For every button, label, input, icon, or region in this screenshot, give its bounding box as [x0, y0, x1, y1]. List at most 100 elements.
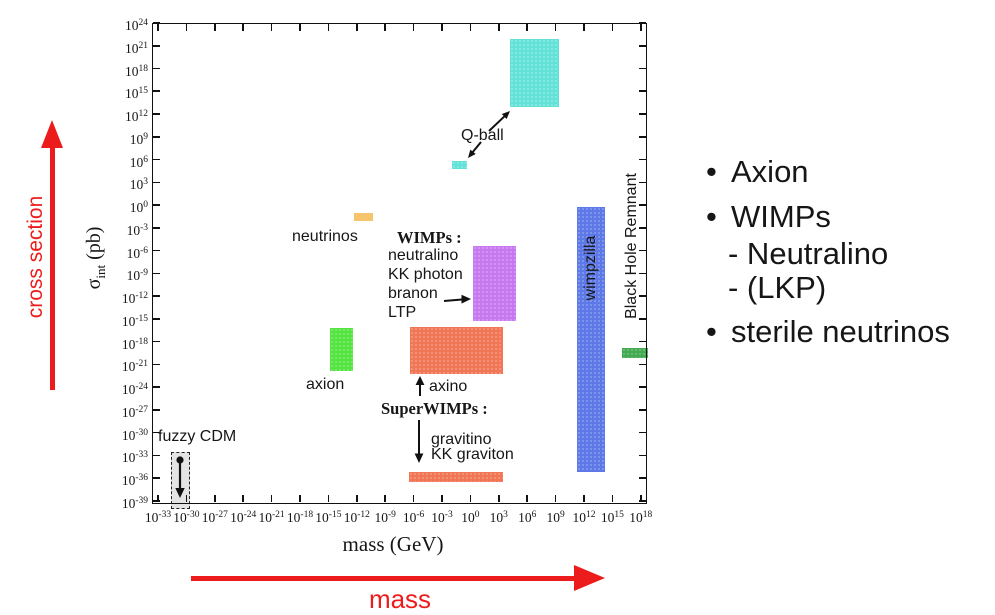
y-tick-mark-left	[153, 67, 160, 70]
y-tick-mark-right	[639, 409, 646, 411]
x-tick-mark-top	[583, 24, 585, 31]
wimps-member-ltp: LTP	[388, 304, 417, 321]
y-tick-label: 10-33	[121, 450, 148, 466]
x-tick-mark-top	[441, 24, 443, 31]
y-tick-label: 1012	[125, 109, 148, 125]
y-tick-mark-left	[153, 90, 160, 93]
y-tick-mark-left	[153, 477, 160, 479]
list-item-label: Axion	[731, 154, 809, 189]
y-tick-label: 10-30	[121, 427, 148, 443]
axino-region	[410, 327, 503, 374]
y-tick-mark-right	[639, 44, 646, 47]
x-tick-mark-bottom	[526, 495, 528, 502]
y-tick-label: 1018	[125, 63, 148, 79]
x-tick-label: 10-12	[343, 510, 370, 525]
x-tick-label: 106	[518, 510, 537, 525]
neutrinos-region	[354, 213, 373, 221]
x-tick-label: 10-15	[315, 510, 342, 525]
list-item-label: - Neutralino	[728, 236, 889, 271]
x-tick-label: 10-33	[144, 510, 172, 525]
cross-section-arrow-head	[41, 120, 63, 148]
y-tick-mark-left	[153, 386, 160, 388]
y-tick-label: 10-21	[121, 359, 148, 375]
gravitino-region	[409, 472, 503, 482]
x-tick-label: 10-9	[374, 510, 396, 525]
y-tick-label: 1021	[125, 40, 148, 56]
x-tick-mark-top	[327, 24, 330, 31]
list-item-axion: • Axion	[706, 154, 809, 190]
y-tick-mark-left	[153, 136, 160, 138]
axino-arrow	[415, 376, 425, 396]
bullet-glyph: •	[706, 314, 717, 349]
sigma-symbol: σ	[83, 278, 105, 290]
y-tick-mark-right	[639, 340, 646, 343]
x-tick-mark-bottom	[242, 495, 244, 502]
y-tick-mark-right	[639, 113, 646, 115]
y-tick-mark-right	[639, 272, 646, 275]
y-axis-unit: (pb)	[83, 226, 105, 265]
x-tick-mark-top	[498, 24, 500, 31]
x-tick-label: 100	[461, 510, 480, 525]
axion-region	[330, 328, 353, 371]
axino-label: axino	[429, 378, 468, 395]
y-tick-label: 100	[129, 200, 148, 216]
y-tick-mark-right	[639, 67, 646, 70]
y-tick-label: 103	[129, 177, 148, 193]
y-tick-mark-right	[639, 295, 646, 297]
x-tick-mark-bottom	[327, 495, 330, 502]
x-tick-mark-top	[611, 24, 614, 31]
x-tick-mark-top	[554, 24, 557, 31]
sigma-subscript: int	[93, 264, 108, 279]
x-tick-label: 1012	[572, 510, 596, 525]
y-tick-mark-right	[639, 431, 646, 434]
superwimps-title: SuperWIMPs :	[381, 399, 488, 418]
y-tick-label: 10-27	[121, 404, 148, 420]
y-tick-label: 10-36	[121, 473, 148, 489]
x-tick-mark-top	[157, 24, 159, 31]
y-tick-mark-right	[639, 363, 646, 366]
superwimps-arrow	[414, 420, 424, 463]
x-tick-label: 10-18	[286, 510, 314, 525]
list-item-sterile-neutrinos: • sterile neutrinos	[706, 314, 950, 350]
cross-section-annotation: cross section	[24, 195, 47, 319]
y-tick-label: 10-12	[121, 291, 148, 307]
x-tick-label: 10-30	[173, 510, 200, 525]
mass-arrow-head	[574, 565, 605, 591]
x-tick-mark-bottom	[554, 495, 557, 502]
superwimps-member-gravitino: gravitino	[431, 431, 492, 448]
y-tick-mark-right	[639, 227, 646, 229]
bullet-glyph: •	[706, 154, 717, 189]
wimps-member-branon: branon	[388, 285, 438, 302]
mass-annotation: mass	[368, 584, 432, 614]
y-tick-mark-left	[153, 249, 160, 252]
x-tick-label: 10-24	[230, 510, 257, 525]
x-tick-mark-top	[299, 24, 301, 31]
x-tick-mark-bottom	[299, 495, 301, 502]
x-tick-label: 1015	[600, 510, 624, 525]
wimps-region	[473, 246, 516, 321]
x-tick-mark-bottom	[384, 495, 386, 502]
x-tick-mark-bottom	[640, 495, 642, 502]
x-tick-mark-top	[356, 24, 358, 31]
y-axis-title: σint (pb)	[83, 227, 109, 290]
x-tick-mark-top	[526, 24, 528, 31]
x-tick-mark-bottom	[214, 495, 216, 502]
y-tick-label: 10-15	[121, 313, 148, 329]
y-tick-mark-right	[639, 90, 646, 93]
wimpzilla-label: wimpzilla	[582, 235, 599, 301]
x-tick-label: 10-6	[402, 510, 425, 525]
y-tick-label: 10-39	[121, 495, 148, 511]
mass-arrow-shaft	[191, 576, 574, 581]
y-tick-label: 1015	[125, 86, 148, 102]
y-tick-label: 10-3	[126, 222, 148, 238]
y-tick-mark-left	[153, 158, 160, 161]
y-tick-mark-left	[153, 272, 160, 275]
x-tick-label: 109	[546, 510, 565, 525]
wimpzilla-region	[577, 207, 605, 472]
x-tick-mark-bottom	[185, 495, 188, 502]
x-tick-mark-top	[214, 24, 216, 31]
y-tick-label: 10-24	[121, 382, 148, 398]
x-tick-mark-bottom	[356, 495, 358, 502]
list-item-neutralino: - Neutralino	[728, 236, 888, 272]
